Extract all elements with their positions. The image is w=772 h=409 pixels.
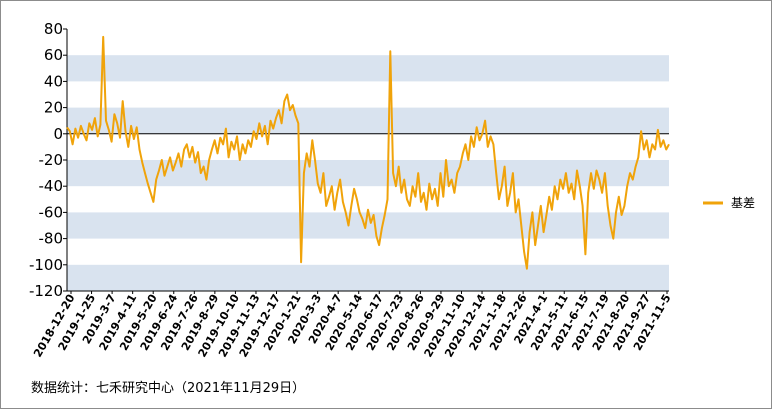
- grid-band: [67, 212, 669, 239]
- x-axis-ticks: 2018-12-202019-1-252019-3-72019-4-112019…: [31, 291, 674, 359]
- y-tick-label: 60: [44, 46, 63, 64]
- legend: 基差: [703, 196, 755, 210]
- y-tick-label: 80: [44, 20, 63, 38]
- y-tick-label: 0: [53, 125, 63, 143]
- legend-label: 基差: [731, 196, 755, 210]
- y-tick-label: -60: [39, 203, 64, 221]
- series-layer: [66, 35, 670, 270]
- y-tick-label: -40: [39, 177, 64, 195]
- y-axis-ticks: 80 60 40 20 0 -20 -40 -60 -80 -100 -120: [29, 20, 67, 300]
- y-tick-label: 40: [44, 72, 63, 90]
- y-tick-label: -20: [39, 151, 64, 169]
- grid-band: [67, 107, 669, 134]
- series-line-basis: [66, 35, 670, 270]
- y-tick-label: -100: [29, 256, 63, 274]
- grid-band: [67, 55, 669, 82]
- y-tick-label: -120: [29, 282, 63, 300]
- y-tick-label: 20: [44, 99, 63, 117]
- grid-bands: [67, 55, 669, 291]
- y-tick-label: -80: [39, 230, 64, 248]
- grid-band: [67, 264, 669, 291]
- source-note: 数据统计：七禾研究中心（2021年11月29日）: [31, 381, 306, 396]
